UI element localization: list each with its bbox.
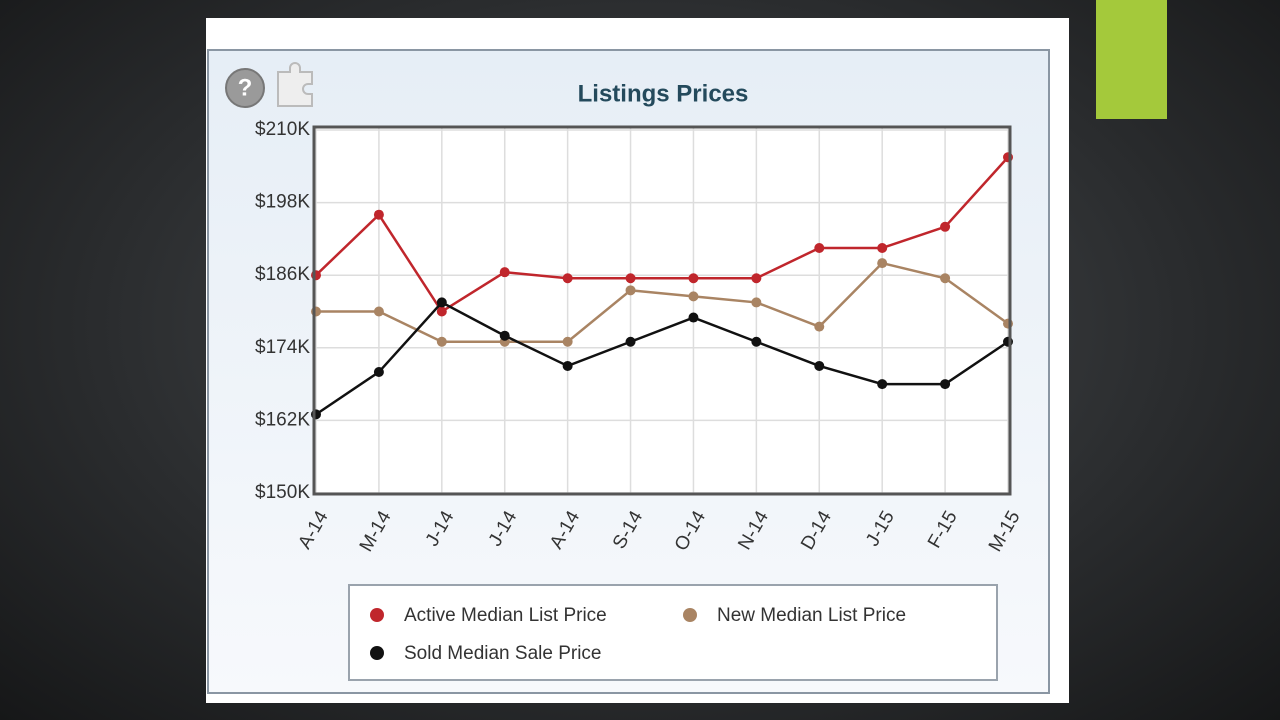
legend-marker	[370, 608, 384, 622]
data-point	[940, 379, 951, 390]
series-line	[315, 300, 1009, 416]
accent-block	[1096, 0, 1167, 119]
chart-title: Listings Prices	[578, 80, 749, 107]
data-point	[751, 297, 762, 308]
series-line	[315, 156, 1009, 314]
data-point	[499, 267, 510, 278]
data-point	[877, 242, 888, 253]
legend-label: New Median List Price	[717, 605, 906, 626]
data-point	[373, 306, 384, 317]
data-point	[625, 336, 636, 347]
data-point	[373, 209, 384, 220]
data-point	[688, 273, 699, 284]
legend	[348, 584, 998, 681]
data-point	[877, 258, 888, 269]
plot-area	[316, 127, 1010, 494]
data-point	[562, 336, 573, 347]
y-tick-label: $150K	[255, 482, 310, 503]
data-point	[562, 360, 573, 371]
data-point	[625, 273, 636, 284]
data-point	[751, 336, 762, 347]
y-tick-label: $198K	[255, 192, 310, 213]
help-icon[interactable]	[225, 68, 265, 108]
y-tick-label: $210K	[255, 119, 310, 140]
data-point	[373, 367, 384, 377]
data-point	[814, 360, 825, 371]
y-tick-label: $174K	[255, 337, 310, 358]
data-point	[562, 273, 573, 284]
legend-label: Sold Median Sale Price	[404, 643, 602, 664]
data-point	[940, 273, 951, 284]
expand-icon[interactable]	[277, 62, 313, 107]
data-point	[625, 285, 636, 296]
y-tick-label: $162K	[255, 409, 310, 430]
data-point	[436, 306, 447, 317]
data-point	[688, 291, 699, 302]
help-icon-glyph: ?	[238, 74, 253, 101]
data-point	[877, 379, 888, 390]
data-point	[751, 273, 762, 284]
data-point	[436, 336, 447, 347]
legend-label: Active Median List Price	[404, 605, 607, 626]
data-point	[688, 312, 699, 323]
data-point	[436, 297, 447, 308]
data-point	[814, 242, 825, 253]
series-line	[316, 261, 1009, 343]
data-point	[499, 330, 510, 341]
y-tick-label: $186K	[255, 264, 310, 285]
legend-marker	[370, 646, 384, 660]
legend-marker	[683, 608, 697, 622]
plot-border	[312, 125, 1012, 496]
data-point	[814, 321, 825, 332]
data-point	[940, 221, 951, 232]
